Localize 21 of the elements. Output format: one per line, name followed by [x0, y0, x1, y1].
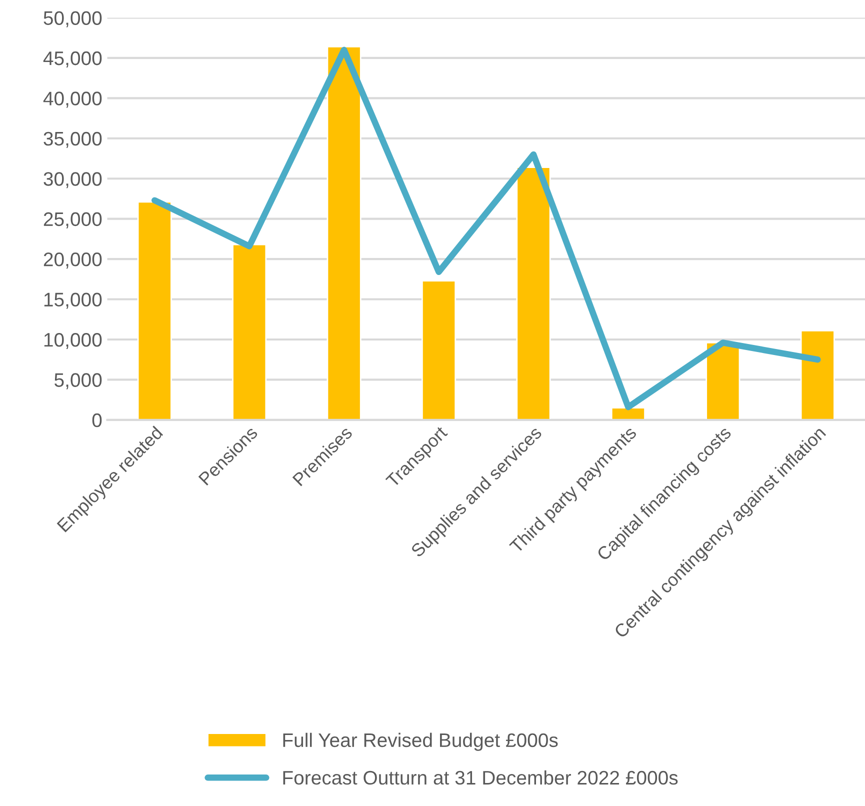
legend-label: Forecast Outturn at 31 December 2022 £000s — [283, 770, 678, 785]
y-tick-label: 45,000 — [43, 51, 102, 68]
legend-label: Full Year Revised Budget £000s — [283, 732, 558, 751]
y-tick-label: 40,000 — [43, 92, 102, 108]
y-tick-label: 25,000 — [44, 212, 102, 228]
y-tick-label: 20,000 — [44, 252, 102, 269]
y-tick-label: 0 — [92, 413, 102, 428]
bar — [422, 280, 456, 420]
bar — [800, 330, 835, 420]
bar — [232, 244, 267, 420]
bar — [610, 407, 646, 420]
bar — [137, 201, 172, 420]
bar — [326, 46, 362, 420]
y-tick-label: 15,000 — [44, 292, 102, 309]
y-tick-label: 50,000 — [44, 11, 102, 28]
bar — [706, 342, 740, 420]
bar — [516, 166, 551, 420]
y-tick-label: 35,000 — [44, 132, 102, 148]
y-tick-label: 10,000 — [44, 332, 102, 350]
y-tick-label: 30,000 — [44, 172, 102, 188]
y-tick-label: 5,000 — [54, 373, 102, 390]
